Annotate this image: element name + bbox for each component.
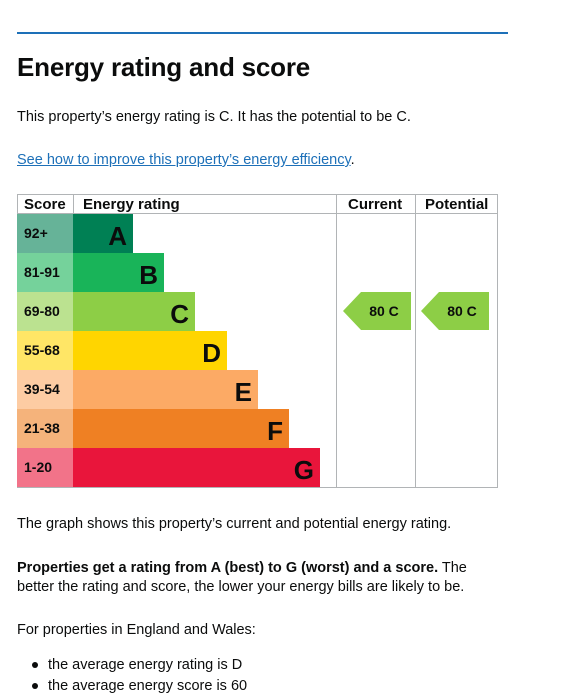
score-range-g: 1-20 <box>17 448 73 487</box>
link-suffix: . <box>350 152 355 168</box>
score-range-c: 69-80 <box>17 292 73 331</box>
list-item-text: the average energy score is 60 <box>48 678 248 694</box>
rating-bar-b: B <box>73 253 164 292</box>
rating-letter: A <box>108 221 127 251</box>
rating-letter: B <box>139 260 158 290</box>
score-range-e: 39-54 <box>17 370 73 409</box>
rating-bar-a: A <box>73 214 133 253</box>
rating-explanation-rest: The better the rating and score, the low… <box>17 560 467 595</box>
header-energy-rating: Energy rating <box>83 196 180 213</box>
potential-rating-label: 80 C <box>447 303 477 319</box>
section-divider <box>17 32 508 34</box>
score-range-d: 55-68 <box>17 331 73 370</box>
rating-letter: C <box>170 299 189 329</box>
score-range-b: 81-91 <box>17 253 73 292</box>
improve-efficiency-link[interactable]: See how to improve this property’s energ… <box>17 152 351 168</box>
score-range-a: 92+ <box>17 214 73 253</box>
page-title: Energy rating and score <box>17 52 311 82</box>
divider-score <box>73 194 74 214</box>
region-note: For properties in England and Wales: <box>17 622 256 638</box>
header-current: Current <box>348 196 403 213</box>
rating-letter: F <box>267 416 283 446</box>
rating-bar-f: F <box>73 409 289 448</box>
rating-bar-d: D <box>73 331 227 370</box>
average-list: the average energy rating is D the avera… <box>17 655 247 697</box>
score-range-f: 21-38 <box>17 409 73 448</box>
rating-letter: D <box>202 338 221 368</box>
improve-link-paragraph: See how to improve this property’s energ… <box>17 151 355 170</box>
rating-summary: This property’s energy rating is C. It h… <box>17 109 411 125</box>
graph-note: The graph shows this property’s current … <box>17 516 452 532</box>
divider-potential <box>415 194 416 487</box>
rating-explanation-bold: Properties get a rating from A (best) to… <box>17 560 439 576</box>
rating-explanation: Properties get a rating from A (best) to… <box>17 559 507 597</box>
list-item: the average energy score is 60 <box>17 676 247 697</box>
rating-letter: E <box>234 377 252 407</box>
header-divider <box>17 213 497 214</box>
rating-bar-c: C <box>73 292 195 331</box>
rating-bar-e: E <box>73 370 258 409</box>
divider-current <box>336 194 337 487</box>
rating-letter: G <box>293 455 314 485</box>
rating-bar-g: G <box>73 448 320 487</box>
energy-rating-chart: Score Energy rating Current Potential 92… <box>17 194 498 488</box>
header-potential: Potential <box>425 196 489 213</box>
bullet-icon <box>32 662 38 668</box>
list-item-text: the average energy rating is D <box>48 657 243 673</box>
header-score: Score <box>24 196 66 213</box>
list-item: the average energy rating is D <box>17 655 247 676</box>
current-rating-label: 80 C <box>369 303 399 319</box>
bullet-icon <box>32 683 38 689</box>
